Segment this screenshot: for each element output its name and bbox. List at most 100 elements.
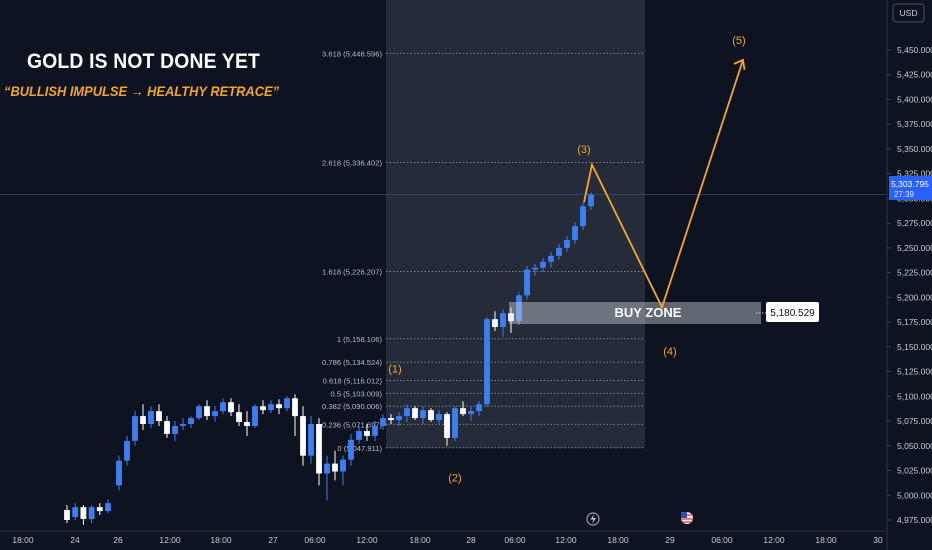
buy-zone-price: 5,180.529 bbox=[770, 308, 815, 319]
x-tick-label: 06:00 bbox=[304, 535, 326, 545]
candle[interactable] bbox=[80, 507, 87, 520]
candle[interactable] bbox=[532, 267, 538, 270]
candle[interactable] bbox=[516, 295, 522, 322]
x-tick-label: 18:00 bbox=[607, 535, 629, 545]
projection-arrowhead bbox=[733, 58, 746, 71]
y-tick-label: 5,200.000 bbox=[897, 292, 932, 302]
candle-countdown: 27:39 bbox=[894, 190, 915, 199]
candle[interactable] bbox=[316, 424, 322, 474]
candle[interactable] bbox=[116, 460, 122, 486]
candles[interactable] bbox=[64, 192, 594, 525]
wave-projection-line[interactable] bbox=[583, 59, 744, 310]
y-tick-label: 5,450.000 bbox=[897, 45, 932, 55]
candle[interactable] bbox=[524, 269, 530, 296]
candle[interactable] bbox=[588, 194, 594, 207]
candle[interactable] bbox=[420, 410, 426, 419]
candle[interactable] bbox=[388, 418, 394, 421]
candle[interactable] bbox=[356, 430, 362, 440]
x-axis[interactable]: 18:00 24 26 12:00 18:00 27 06:00 12:00 18:00 28 06… bbox=[12, 535, 883, 545]
y-tick-label: 5,100.000 bbox=[897, 391, 932, 401]
candle[interactable] bbox=[572, 226, 578, 240]
y-tick-label: 5,025.000 bbox=[897, 466, 932, 476]
candle[interactable] bbox=[508, 313, 514, 322]
x-tick-label: 12:00 bbox=[356, 535, 378, 545]
wave-label: (2) bbox=[448, 472, 461, 484]
y-tick-label: 5,400.000 bbox=[897, 94, 932, 104]
fib-retracement[interactable]: 0 (5,047.911) 0.236 (5,071.697) 0.382 (5,0… bbox=[322, 49, 645, 453]
candle[interactable] bbox=[172, 425, 178, 434]
candle[interactable] bbox=[88, 507, 95, 520]
candle[interactable] bbox=[324, 463, 330, 474]
y-tick-label: 5,250.000 bbox=[897, 243, 932, 253]
headline: GOLD IS NOT DONE YET bbox=[27, 50, 261, 73]
candle[interactable] bbox=[284, 398, 290, 409]
candle[interactable] bbox=[124, 440, 130, 461]
candle[interactable] bbox=[428, 410, 434, 421]
candle[interactable] bbox=[64, 510, 70, 520]
candle[interactable] bbox=[332, 463, 338, 472]
candle[interactable] bbox=[220, 402, 226, 412]
candle[interactable] bbox=[180, 424, 186, 426]
candle[interactable] bbox=[212, 411, 218, 417]
candle[interactable] bbox=[500, 313, 506, 328]
candle[interactable] bbox=[308, 424, 314, 456]
candle[interactable] bbox=[204, 406, 210, 417]
candle[interactable] bbox=[244, 422, 250, 426]
fib-level-label: 1 (5,158.106) bbox=[337, 335, 383, 344]
candle[interactable] bbox=[72, 507, 79, 518]
y-tick-label: 5,050.000 bbox=[897, 441, 932, 451]
x-tick-label: 18:00 bbox=[409, 535, 431, 545]
event-icon-us-flag[interactable] bbox=[681, 512, 693, 524]
candle[interactable] bbox=[300, 416, 306, 456]
candle[interactable] bbox=[156, 411, 162, 422]
candle[interactable] bbox=[412, 408, 418, 419]
candle[interactable] bbox=[196, 406, 202, 419]
candle[interactable] bbox=[452, 408, 458, 438]
candle[interactable] bbox=[276, 404, 282, 409]
wave-label: (3) bbox=[577, 144, 590, 156]
candle[interactable] bbox=[140, 416, 146, 425]
candle[interactable] bbox=[236, 412, 242, 423]
candle[interactable] bbox=[252, 406, 258, 426]
x-tick-label: 30 bbox=[873, 535, 883, 545]
candle[interactable] bbox=[292, 398, 298, 417]
candle[interactable] bbox=[556, 247, 562, 256]
candle[interactable] bbox=[364, 430, 370, 436]
candle[interactable] bbox=[372, 425, 378, 436]
wave-label: (4) bbox=[663, 346, 676, 358]
candle[interactable] bbox=[404, 408, 410, 417]
buy-zone[interactable]: BUY ZONE 5,180.529 bbox=[509, 302, 819, 324]
candle[interactable] bbox=[476, 404, 482, 412]
event-icon-lightning[interactable] bbox=[586, 512, 600, 526]
candle[interactable] bbox=[460, 408, 466, 415]
candle[interactable] bbox=[484, 319, 490, 405]
candle[interactable] bbox=[540, 261, 546, 268]
y-tick-label: 5,275.000 bbox=[897, 218, 932, 228]
candle[interactable] bbox=[148, 411, 154, 425]
x-tick-label: 24 bbox=[70, 535, 80, 545]
candle[interactable] bbox=[468, 411, 474, 415]
candle[interactable] bbox=[268, 404, 274, 411]
candle[interactable] bbox=[96, 507, 103, 512]
candle[interactable] bbox=[580, 206, 586, 227]
candle[interactable] bbox=[436, 414, 442, 421]
candle[interactable] bbox=[380, 418, 386, 426]
candle[interactable] bbox=[444, 414, 450, 438]
fib-level-label: 2.618 (5,336.402) bbox=[322, 158, 382, 167]
candle[interactable] bbox=[564, 239, 570, 248]
candle[interactable] bbox=[492, 319, 498, 328]
candle[interactable] bbox=[260, 406, 266, 411]
candle[interactable] bbox=[132, 416, 138, 441]
candle[interactable] bbox=[348, 439, 354, 460]
candle[interactable] bbox=[340, 459, 346, 472]
candle[interactable] bbox=[105, 503, 111, 512]
candle[interactable] bbox=[188, 418, 194, 425]
y-tick-label: 5,125.000 bbox=[897, 367, 932, 377]
x-tick-label: 26 bbox=[113, 535, 123, 545]
candle[interactable] bbox=[396, 416, 402, 421]
currency-selector[interactable] bbox=[892, 3, 925, 23]
candle[interactable] bbox=[548, 255, 554, 262]
candle[interactable] bbox=[228, 402, 234, 413]
candle[interactable] bbox=[164, 421, 170, 434]
